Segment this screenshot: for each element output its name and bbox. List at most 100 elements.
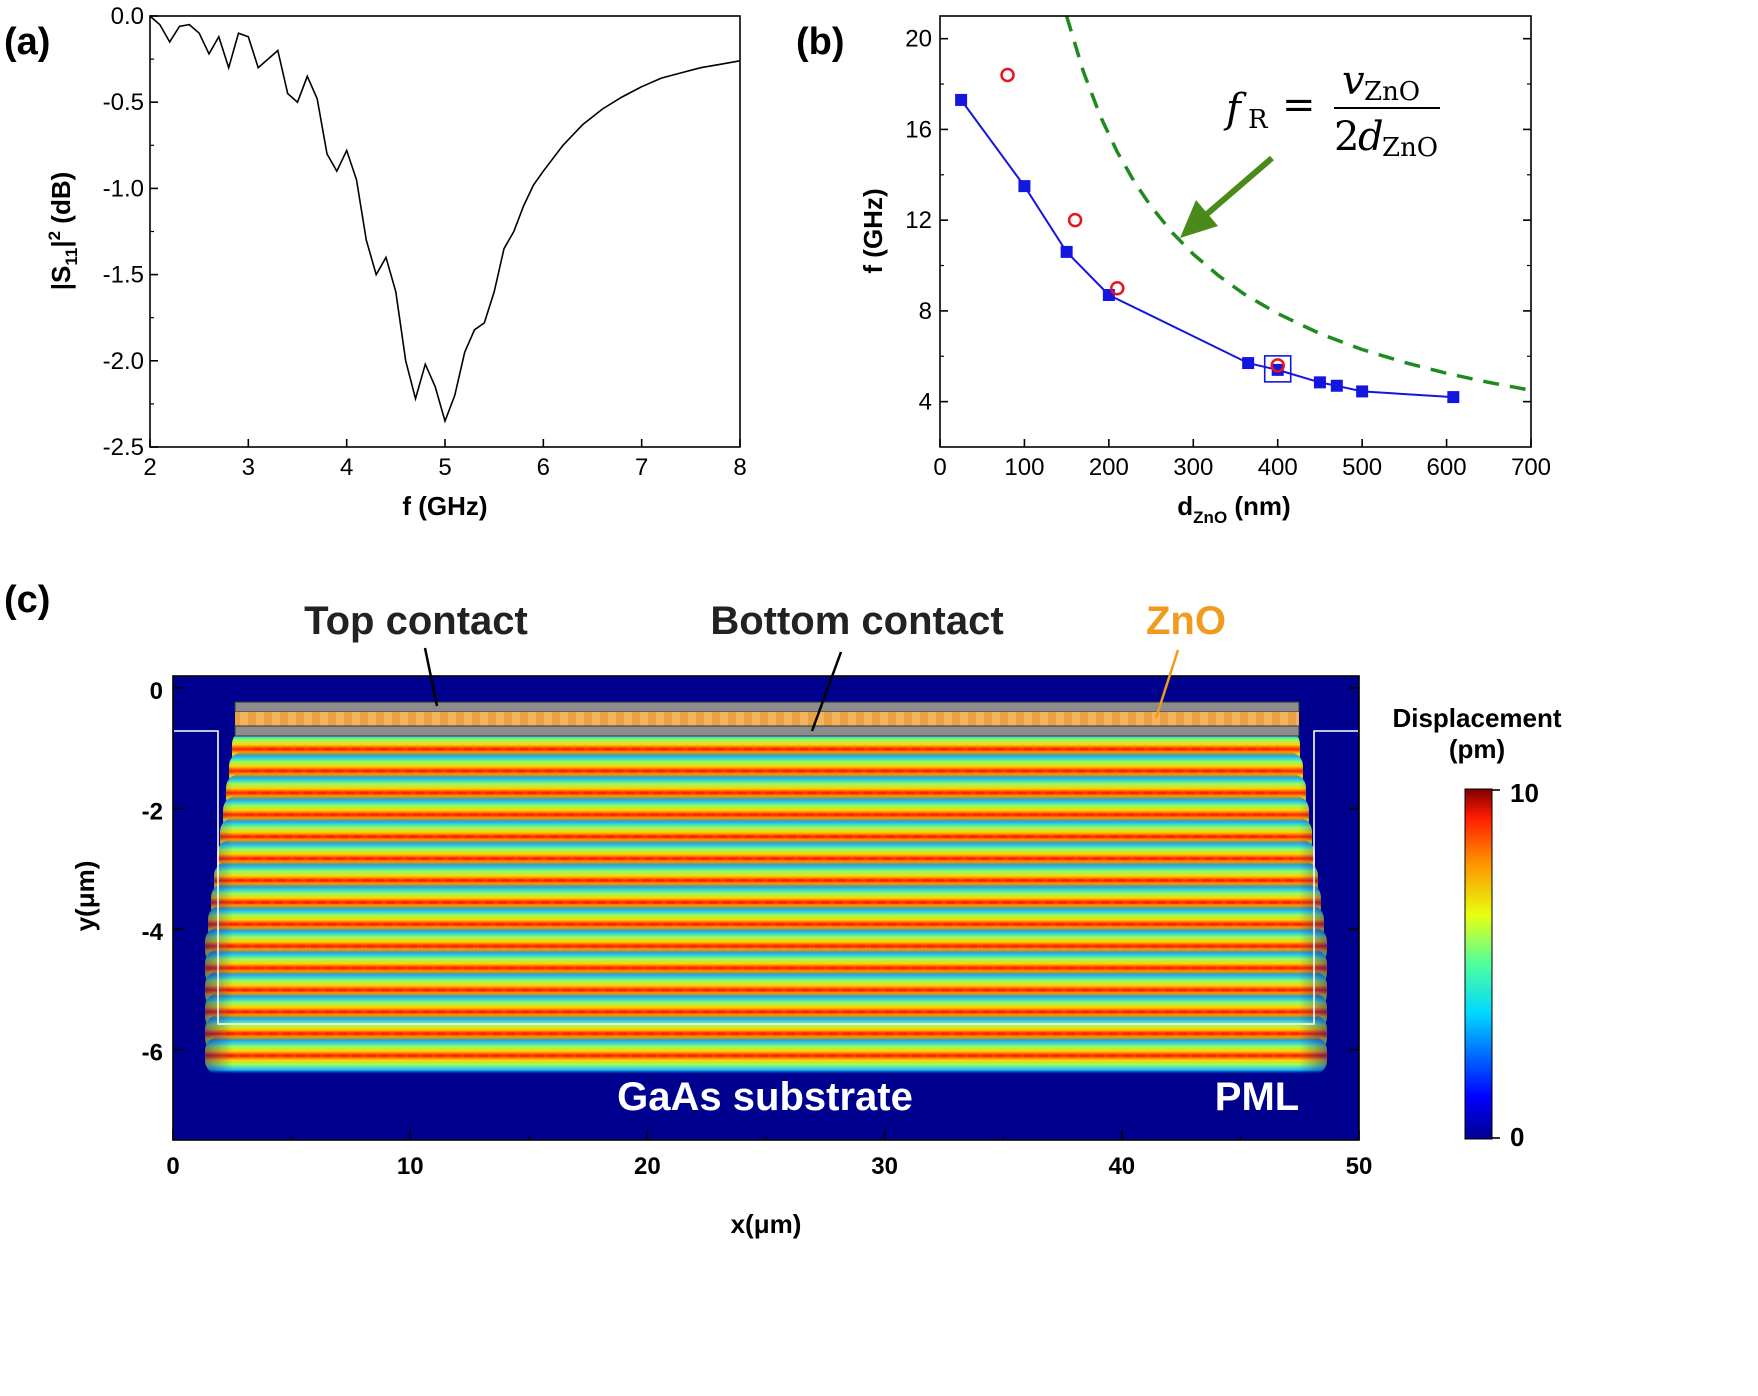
formula-den-lead: 2 <box>1334 114 1359 160</box>
colorbar-max-label: 10 <box>1510 778 1539 808</box>
label-top-contact: Top contact <box>304 599 528 643</box>
panel-b-ytick-label: 8 <box>919 298 932 325</box>
formula-lhs: f <box>1223 86 1247 132</box>
ylabel-part-unit: (dB) <box>46 172 76 231</box>
panel-b-xtick-label: 100 <box>1004 454 1044 481</box>
panel-b-ytick-label: 12 <box>905 207 932 234</box>
colorbar-min-label: 0 <box>1510 1122 1524 1152</box>
panel-a-xtick-label: 5 <box>438 454 451 481</box>
panel-a-frame <box>149 15 741 448</box>
colorbar-title-line2: (pm) <box>1449 734 1505 764</box>
panel-c-ticks: 0 10 20 30 40 50 0 -2 -4 -6 <box>142 678 1373 1180</box>
panel-a-ytick-label: -0.5 <box>103 89 144 116</box>
label-pml: PML <box>1215 1075 1299 1119</box>
xlabel-sub: ZnO <box>1193 508 1227 527</box>
panel-a-xtick-label: 7 <box>635 454 648 481</box>
simulation-point <box>1018 180 1031 193</box>
ylabel-part-sub: 11 <box>62 248 81 266</box>
formula-den-sub: ZnO <box>1382 133 1438 163</box>
panel-b-xtick-label: 200 <box>1089 454 1129 481</box>
zno-layer <box>235 712 1299 726</box>
formula-num-sub: ZnO <box>1364 77 1420 107</box>
simulation-line <box>960 99 1454 399</box>
simulation-point <box>955 93 968 106</box>
panel-c-xtick-label: 40 <box>1108 1153 1135 1180</box>
panel-b-ticks: 0 100 200 300 400 500 600 700 20 16 12 8 4 <box>905 26 1551 481</box>
panel-a-ylabel: |S11|2 (dB) <box>45 172 81 291</box>
formula-lhs-sub: R <box>1248 105 1269 135</box>
panel-c-ytick-label: -2 <box>142 799 163 826</box>
fr-theory-dashed-curve <box>1064 16 1531 393</box>
panel-c-xtick-label: 30 <box>871 1153 898 1180</box>
ylabel-part-s: |S <box>46 266 76 291</box>
panel-a-ticks: 2 3 4 5 6 7 8 0.0 -0.5 -1.0 -1.5 -2.0 -2.5 <box>103 3 747 481</box>
panel-c-xtick-label: 20 <box>634 1153 661 1180</box>
experiment-point <box>1270 358 1285 373</box>
xlabel-unit: (nm) <box>1227 491 1291 521</box>
panel-c-xlabel: x(μm) <box>731 1209 802 1239</box>
pointer-bottom-contact <box>810 651 843 732</box>
panel-a-xtick-label: 8 <box>733 454 746 481</box>
panel-b-label: (b) <box>796 21 845 63</box>
bottom-contact-layer <box>234 725 1300 737</box>
panel-a-xtick-label: 2 <box>143 454 156 481</box>
simulation-point <box>1447 391 1460 404</box>
label-zno: ZnO <box>1146 599 1226 643</box>
formula-num: v <box>1342 58 1365 104</box>
panel-b-xtick-label: 0 <box>933 454 946 481</box>
arrow-to-curve <box>1180 155 1274 238</box>
panel-c-label: (c) <box>4 579 50 621</box>
panel-c-xtick-label: 10 <box>397 1153 424 1180</box>
highlight-box <box>1263 355 1292 383</box>
panel-c-ytick-label: -6 <box>142 1040 163 1067</box>
colorbar: Displacement (pm) 10 0 <box>1392 703 1561 1152</box>
panel-b-ytick-label: 4 <box>919 389 932 416</box>
simulation-point <box>1356 385 1369 398</box>
panel-a-xtick-label: 4 <box>340 454 353 481</box>
pointer-zno <box>1154 649 1180 719</box>
panel-b-ytick-label: 16 <box>905 116 932 143</box>
panel-b-xtick-label: 500 <box>1342 454 1382 481</box>
label-gaas-substrate: GaAs substrate <box>617 1075 913 1119</box>
top-contact-layer <box>234 701 1300 713</box>
simulation-point <box>1271 363 1284 376</box>
panel-a-ytick-label: -2.5 <box>103 434 144 461</box>
pml-boundary <box>174 730 1358 1025</box>
formula-den: d <box>1358 114 1384 160</box>
panel-c: (c) 0 10 20 30 40 50 0 -2 -4 -6 Top contact Botto… <box>4 579 1562 1239</box>
panel-b-ylabel: f (GHz) <box>858 188 888 273</box>
experiment-point <box>1000 67 1015 83</box>
panel-b-xlabel: dZnO (nm) <box>1177 491 1290 527</box>
pml-fade-left <box>173 676 233 1140</box>
xlabel-main: d <box>1177 491 1193 521</box>
panel-b-xtick-label: 300 <box>1173 454 1213 481</box>
panel-a-ytick-label: -2.0 <box>103 348 144 375</box>
panel-a-xtick-label: 6 <box>537 454 550 481</box>
panel-c-xtick-label: 0 <box>166 1153 179 1180</box>
experiment-point <box>1067 212 1083 228</box>
experiment-point <box>1110 280 1125 296</box>
panel-c-ytick-label: -4 <box>142 919 164 946</box>
s11-curve <box>150 16 740 424</box>
simulation-point <box>1313 376 1326 389</box>
panel-a-ytick-label: -1.5 <box>103 262 144 289</box>
panel-b-xtick-label: 400 <box>1258 454 1298 481</box>
standing-wave-bands <box>205 708 1327 1075</box>
panel-b-xtick-label: 700 <box>1511 454 1551 481</box>
panel-c-ylabel: y(μm) <box>70 861 100 932</box>
panel-a-xtick-label: 3 <box>242 454 255 481</box>
panel-a-label: (a) <box>4 21 50 63</box>
panel-a-ytick-label: -1.0 <box>103 175 144 202</box>
colorbar-title-line1: Displacement <box>1392 703 1561 733</box>
simulation-point <box>1242 357 1255 370</box>
label-bottom-contact: Bottom contact <box>710 599 1003 643</box>
pml-fade-right <box>1299 676 1359 1140</box>
panel-a-xlabel: f (GHz) <box>402 491 487 521</box>
formula-equals: = <box>1282 82 1316 128</box>
panel-c-ytick-label: 0 <box>150 678 163 705</box>
colorbar-gradient <box>1464 788 1493 1140</box>
fr-formula: f R = v ZnO 2 d ZnO <box>1223 58 1440 163</box>
panel-c-xtick-label: 50 <box>1346 1153 1373 1180</box>
panel-a: (a) 2 3 4 5 6 7 8 0.0 -0.5 -1.0 -1.5 -2.0 -2.5 f (GH… <box>4 3 747 521</box>
